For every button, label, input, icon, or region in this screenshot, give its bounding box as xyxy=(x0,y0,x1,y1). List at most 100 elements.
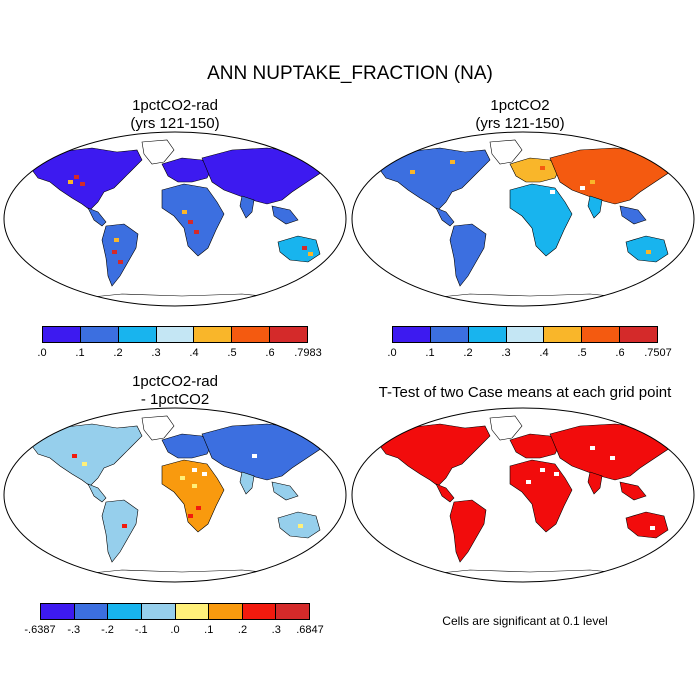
grid-cell xyxy=(80,182,85,186)
colorbar-panel-1: .0 .1 .2 .3 .4 .5 .6 .7983 xyxy=(37,326,322,364)
colorbar-swatch xyxy=(118,327,157,342)
panel-2-title: 1pctCO2 (yrs 121-150) xyxy=(420,97,620,133)
colorbar-label: -.3 xyxy=(67,624,81,636)
colorbar-swatch xyxy=(506,327,545,342)
grid-cell xyxy=(194,230,199,234)
colorbar-panel-3: -.6387 -.3 -.2 -.1 .0 .1 .2 .3 .6847 xyxy=(24,603,324,641)
land-centralAm xyxy=(435,207,455,227)
grid-cell xyxy=(114,238,119,242)
colorbar-label: .7983 xyxy=(294,347,322,359)
colorbar-swatch xyxy=(141,604,176,619)
colorbar-label: .0 xyxy=(170,624,180,636)
grid-cell xyxy=(610,456,615,460)
land-greenland xyxy=(141,415,175,441)
colorbar-swatch xyxy=(430,327,469,342)
colorbar-swatch xyxy=(194,327,233,342)
colorbar-label: .7507 xyxy=(644,347,672,359)
land-northAmerica xyxy=(379,147,491,211)
grid-cell xyxy=(308,252,313,256)
land-africa xyxy=(509,183,573,257)
panel-3-title-line2: - 1pctCO2 xyxy=(140,391,210,408)
colorbar-label: .3 xyxy=(501,347,511,359)
colorbar-swatch xyxy=(582,327,621,342)
grid-cell xyxy=(580,162,585,166)
colorbar-label: .3 xyxy=(151,347,161,359)
grid-cell xyxy=(600,170,605,174)
map-panel-1 xyxy=(3,131,347,307)
colorbar-label: .6 xyxy=(615,347,625,359)
grid-cell xyxy=(590,180,595,184)
colorbar-label: .3 xyxy=(271,624,281,636)
colorbar-label: .0 xyxy=(387,347,397,359)
colorbar-label: .6847 xyxy=(296,624,324,636)
panel-2-title-line1: 1pctCO2 xyxy=(490,97,550,114)
land-asia xyxy=(201,147,328,205)
grid-cell xyxy=(546,174,551,178)
colorbar-label: -.2 xyxy=(101,624,114,636)
map-border xyxy=(3,407,347,583)
land-antarctica xyxy=(409,569,651,582)
grid-cell xyxy=(298,524,303,528)
land-seAsia xyxy=(619,481,647,501)
land-africa xyxy=(509,459,573,533)
map-panel-2 xyxy=(351,131,695,307)
land-india xyxy=(239,195,255,219)
grid-cell xyxy=(450,160,455,164)
colorbar-swatch xyxy=(156,327,195,342)
colorbar-label: .1 xyxy=(204,624,214,636)
panel-3-title-line1: 1pctCO2-rad xyxy=(132,373,218,390)
colorbar-strip xyxy=(40,603,310,620)
colorbar-swatch xyxy=(74,604,109,619)
land-northAmerica xyxy=(379,423,491,487)
land-seAsia xyxy=(619,205,647,225)
colorbar-swatch xyxy=(276,604,309,619)
land-greenland xyxy=(489,139,523,165)
colorbar-swatch xyxy=(468,327,507,342)
land-india xyxy=(587,471,603,495)
land-northAmerica xyxy=(31,423,143,487)
land-asia xyxy=(549,147,676,205)
colorbar-swatch xyxy=(393,327,431,342)
land-india xyxy=(239,471,255,495)
colorbar-label: .2 xyxy=(237,624,248,636)
grid-cell xyxy=(182,210,187,214)
grid-cell xyxy=(192,468,197,472)
colorbar-label: .1 xyxy=(425,347,435,359)
map-border xyxy=(3,131,347,307)
land-antarctica xyxy=(61,569,303,582)
land-group xyxy=(31,139,328,306)
land-centralAm xyxy=(87,207,107,227)
colorbar-swatch xyxy=(620,327,658,342)
land-greenland xyxy=(141,139,175,165)
land-antarctica xyxy=(61,293,303,306)
land-australia xyxy=(625,235,669,263)
colorbar-strip xyxy=(42,326,308,343)
land-australia xyxy=(625,511,669,539)
land-india xyxy=(587,195,603,219)
panel-2-title-line2: (yrs 121-150) xyxy=(475,115,565,132)
land-asia xyxy=(549,423,676,481)
panel-1-title-line1: 1pctCO2-rad xyxy=(132,97,218,114)
land-northAmerica xyxy=(31,147,143,211)
colorbar-label: .6 xyxy=(265,347,275,359)
colorbar-swatch xyxy=(175,604,210,619)
colorbar-label: -.6387 xyxy=(24,624,56,636)
land-group xyxy=(379,415,676,582)
grid-cell xyxy=(68,180,73,184)
panel-1-title-line2: (yrs 121-150) xyxy=(130,115,220,132)
land-seAsia xyxy=(271,205,299,225)
land-australia xyxy=(277,235,321,263)
grid-cell xyxy=(118,260,123,264)
colorbar-label: .0 xyxy=(37,347,47,359)
colorbar-label: .1 xyxy=(75,347,85,359)
colorbar-swatch xyxy=(80,327,119,342)
land-europe xyxy=(161,433,213,459)
land-asia xyxy=(201,423,328,481)
land-europe xyxy=(509,433,561,459)
grid-cell xyxy=(646,250,651,254)
colorbar-label: .2 xyxy=(463,347,473,359)
land-group xyxy=(31,415,328,582)
colorbar-swatch xyxy=(544,327,583,342)
land-group xyxy=(379,139,676,306)
colorbar-label: -.1 xyxy=(134,624,148,636)
